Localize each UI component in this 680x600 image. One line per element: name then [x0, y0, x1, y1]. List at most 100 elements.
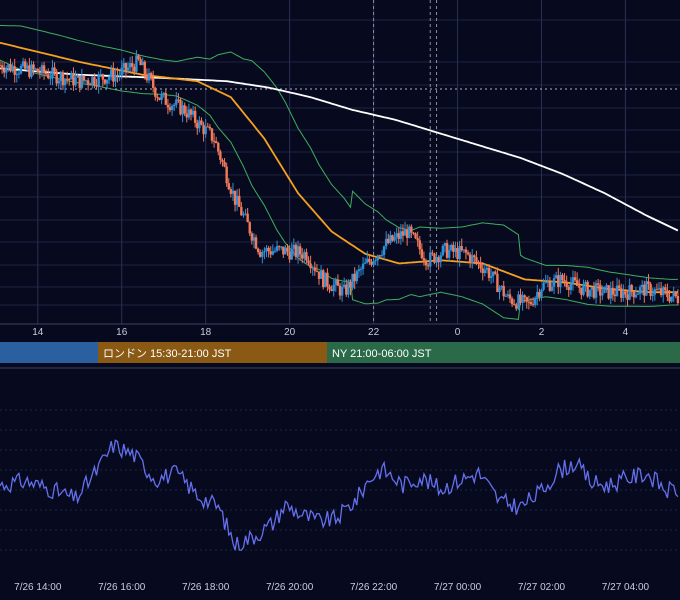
candle-up [590, 287, 594, 290]
candle-down [238, 195, 241, 207]
candle-down [65, 78, 69, 80]
candle-up [99, 74, 102, 76]
candle-up [483, 269, 487, 274]
candle-up [114, 75, 117, 82]
candle-down [223, 161, 226, 167]
candle-up [15, 74, 18, 76]
session-label: NY 21:00-06:00 JST [332, 348, 432, 360]
candle-up [332, 284, 335, 292]
candle-down [225, 166, 228, 184]
candle-up [30, 64, 33, 77]
candlestick-series [0, 50, 680, 311]
candle-down [548, 281, 552, 291]
candle-up [376, 255, 379, 261]
candle-up [462, 249, 466, 251]
candle-up [403, 229, 407, 236]
candle-up [265, 247, 268, 252]
oscillator-x-axis: 7/26 14:00 7/26 16:00 7/26 18:00 7/26 20:00… [14, 582, 649, 593]
candle-up [670, 296, 673, 302]
candle-down [391, 235, 394, 241]
candle-up [17, 73, 21, 75]
price-x-tick-label: 14 [32, 327, 44, 338]
price-x-axis: 14 16 18 20 22 0 2 4 [32, 327, 628, 338]
candle-down [219, 151, 222, 161]
price-x-tick-label: 18 [200, 327, 212, 338]
candle-up [271, 251, 275, 255]
candle-up [571, 277, 575, 284]
candle-down [473, 255, 476, 258]
candle-down [580, 287, 583, 295]
candle-down [214, 141, 218, 143]
candle-up [70, 72, 73, 80]
candle-up [342, 284, 346, 287]
price-x-tick-label: 22 [368, 327, 380, 338]
session-label: ロンドン 15:30-21:00 JST [103, 348, 232, 360]
candle-down [466, 252, 470, 255]
candle-down [269, 251, 272, 255]
candle-up [485, 267, 489, 270]
candle-up [191, 110, 195, 115]
candle-down [55, 71, 58, 84]
candle-up [408, 226, 411, 238]
candle-up [504, 295, 508, 297]
candle-up [235, 195, 239, 205]
candle-up [187, 109, 191, 118]
candle-down [664, 287, 667, 291]
candle-down [445, 243, 449, 258]
candle-down [2, 69, 6, 73]
candle-down [487, 267, 491, 278]
candle-down [267, 247, 270, 252]
candle-up [540, 289, 543, 297]
candle-down [294, 244, 298, 257]
candle-up [389, 235, 392, 243]
candle-up [653, 289, 657, 295]
candle-up [672, 291, 675, 297]
candle-up [63, 78, 67, 86]
candle-down [68, 79, 71, 81]
candle-up [533, 297, 537, 305]
candle-up [303, 252, 306, 259]
candle-down [452, 244, 455, 252]
candle-down [431, 252, 434, 254]
candle-up [628, 285, 631, 300]
candle-up [19, 66, 23, 74]
candle-down [433, 253, 436, 263]
candle-down [82, 75, 86, 81]
candle-down [9, 64, 12, 72]
candle-down [475, 257, 478, 262]
candle-down [317, 271, 321, 279]
oscillator-x-tick-label: 7/26 18:00 [182, 582, 230, 593]
candle-down [179, 99, 182, 115]
candle-up [91, 77, 94, 86]
candle-down [233, 190, 237, 205]
candle-up [609, 287, 612, 299]
candle-down [668, 297, 671, 302]
candle-up [500, 285, 503, 288]
price-x-tick-label: 2 [539, 327, 545, 338]
candle-up [582, 284, 585, 295]
candle-up [319, 270, 323, 279]
candle-up [384, 238, 388, 247]
candle-down [674, 291, 678, 296]
candle-up [76, 75, 79, 78]
candle-up [594, 283, 598, 298]
candle-down [156, 96, 159, 98]
candle-up [542, 282, 545, 290]
oscillator-x-tick-label: 7/26 20:00 [266, 582, 314, 593]
candle-up [273, 250, 277, 252]
candle-down [133, 66, 136, 72]
candle-down [420, 249, 424, 259]
candle-up [435, 257, 438, 263]
candle-down [61, 73, 65, 86]
candle-down [405, 229, 409, 238]
candle-down [538, 291, 541, 297]
candle-up [244, 213, 247, 215]
candle-up [357, 269, 361, 272]
candle-up [284, 247, 287, 255]
candle-down [315, 270, 319, 272]
candle-down [282, 246, 285, 255]
bollinger-upper-band [0, 25, 678, 280]
candle-up [550, 286, 554, 291]
candle-down [481, 268, 484, 274]
